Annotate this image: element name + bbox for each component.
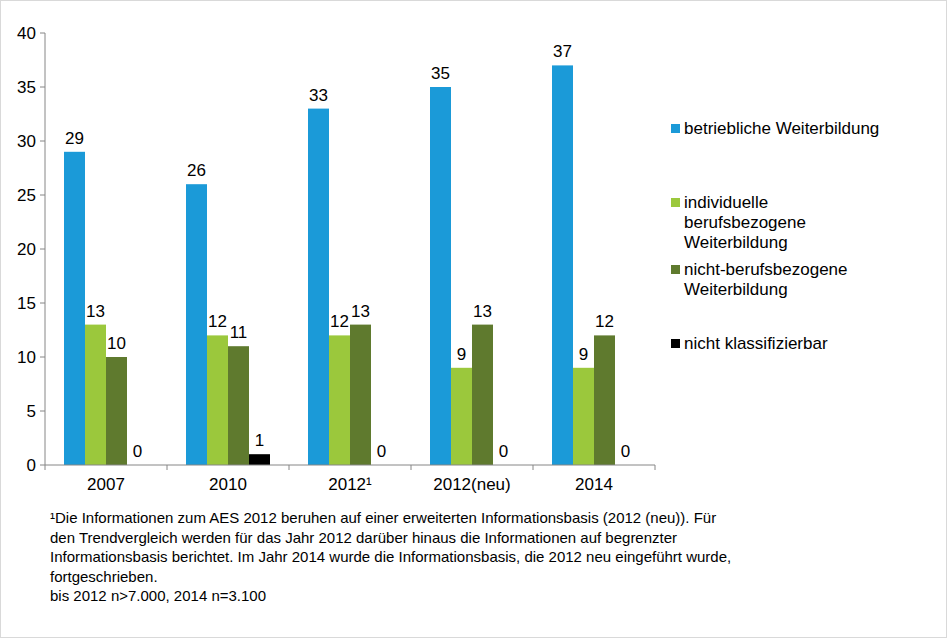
y-tick xyxy=(40,141,45,142)
y-tick xyxy=(40,249,45,250)
bar xyxy=(186,184,207,465)
y-tick-label: 15 xyxy=(17,294,36,313)
legend-swatch xyxy=(671,124,680,133)
bar xyxy=(308,109,329,465)
bar xyxy=(430,87,451,465)
data-label: 26 xyxy=(187,161,206,180)
y-tick-label: 20 xyxy=(17,240,36,259)
y-tick-label: 30 xyxy=(17,132,36,151)
bar xyxy=(106,357,127,465)
bar xyxy=(451,368,472,465)
bar xyxy=(64,152,85,465)
legend-label: nicht klassifizierbar xyxy=(684,334,828,353)
legend-label: nicht-berufsbezogeneWeiterbildung xyxy=(684,260,848,299)
data-label: 12 xyxy=(595,312,614,331)
data-label: 0 xyxy=(377,442,386,461)
x-axis xyxy=(45,465,655,466)
data-label: 12 xyxy=(208,312,227,331)
data-label: 1 xyxy=(255,431,264,450)
data-label: 13 xyxy=(351,302,370,321)
x-tick xyxy=(411,465,412,470)
bar xyxy=(228,346,249,465)
bar xyxy=(573,368,594,465)
bar xyxy=(329,335,350,465)
x-tick-label: 2007 xyxy=(87,475,125,494)
legend-swatch xyxy=(671,339,680,348)
y-tick xyxy=(40,465,45,466)
data-label: 0 xyxy=(499,442,508,461)
footnote-line: fortgeschrieben. xyxy=(50,568,158,585)
y-tick-label: 25 xyxy=(17,186,36,205)
legend: betriebliche Weiterbildung individuellebe… xyxy=(671,119,879,353)
bars xyxy=(64,65,615,465)
x-tick xyxy=(533,465,534,470)
bar xyxy=(594,335,615,465)
footnote-line: ¹Die Informationen zum AES 2012 beruhen … xyxy=(50,509,716,526)
legend-label: individuelleberufsbezogeneWeiterbildung xyxy=(684,193,806,252)
y-tick-label: 0 xyxy=(27,456,36,475)
data-label: 9 xyxy=(457,345,466,364)
x-tick-label: 2012(neu) xyxy=(433,475,511,494)
legend-swatch xyxy=(671,265,680,274)
data-label: 13 xyxy=(473,302,492,321)
data-label: 37 xyxy=(553,42,572,61)
bar xyxy=(207,335,228,465)
data-label: 9 xyxy=(579,345,588,364)
data-labels: 292633353713121299101113131201000 xyxy=(65,42,630,461)
y-tick xyxy=(40,357,45,358)
data-label: 12 xyxy=(330,312,349,331)
x-tick xyxy=(167,465,168,470)
y-tick xyxy=(40,33,45,34)
y-tick xyxy=(40,303,45,304)
data-label: 35 xyxy=(431,64,450,83)
x-tick-label: 2014 xyxy=(575,475,613,494)
footnote-line: bis 2012 n>7.000, 2014 n=3.100 xyxy=(50,587,266,604)
data-label: 0 xyxy=(133,442,142,461)
chart: 2926333537131212991011131312010000510152… xyxy=(0,0,947,638)
legend-label: betriebliche Weiterbildung xyxy=(684,119,879,138)
data-label: 11 xyxy=(230,323,248,342)
y-tick-label: 35 xyxy=(17,78,36,97)
footnote: ¹Die Informationen zum AES 2012 beruhen … xyxy=(50,509,731,604)
data-label: 0 xyxy=(621,442,630,461)
y-tick xyxy=(40,87,45,88)
footnote-line: den Trendvergleich werden für das Jahr 2… xyxy=(50,529,677,546)
x-tick-label: 2010 xyxy=(209,475,247,494)
bar xyxy=(85,325,106,465)
x-tick-label: 2012¹ xyxy=(328,475,372,494)
background xyxy=(1,1,947,638)
bar xyxy=(350,325,371,465)
data-label: 29 xyxy=(65,129,84,148)
y-tick-label: 40 xyxy=(17,24,36,43)
x-tick xyxy=(45,465,46,470)
bar xyxy=(552,65,573,465)
footnote-line: Informationsbasis berichtet. Im Jahr 201… xyxy=(50,548,731,565)
y-tick xyxy=(40,195,45,196)
x-tick xyxy=(289,465,290,470)
y-tick-label: 10 xyxy=(17,348,36,367)
bar xyxy=(472,325,493,465)
data-label: 13 xyxy=(86,302,105,321)
y-tick xyxy=(40,411,45,412)
data-label: 10 xyxy=(107,334,126,353)
y-tick-label: 5 xyxy=(27,402,36,421)
bar xyxy=(249,454,270,465)
legend-swatch xyxy=(671,198,680,207)
data-label: 33 xyxy=(309,86,328,105)
x-tick xyxy=(655,465,656,470)
